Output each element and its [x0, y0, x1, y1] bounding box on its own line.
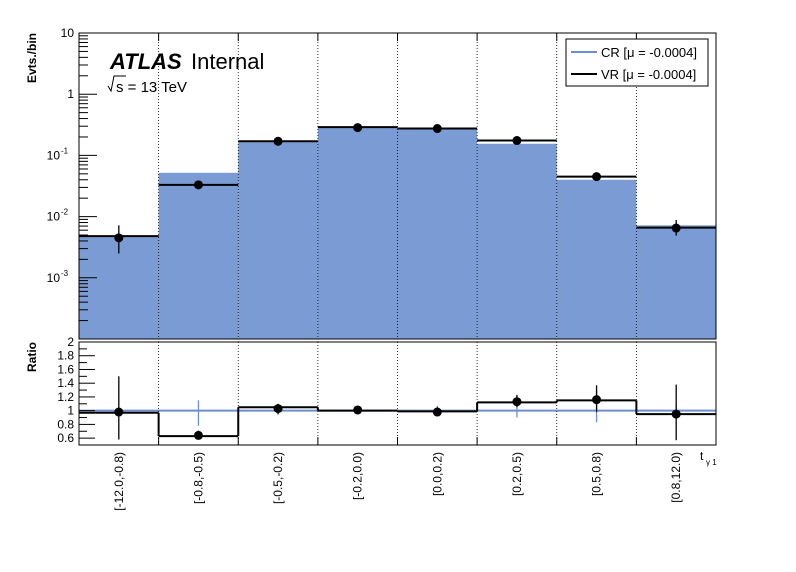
ratio-y-tick-label: 1.4	[57, 376, 74, 390]
y-tick-label: 10	[47, 148, 61, 162]
vr-point	[273, 136, 283, 146]
legend: CR [μ = -0.0004] VR [μ = -0.0004]	[565, 38, 709, 87]
cr-bar	[636, 225, 716, 339]
legend-vr-label: VR [μ = -0.0004]	[601, 67, 696, 82]
vr-point	[193, 180, 203, 190]
ratio-y-tick-label: 1.8	[57, 349, 74, 363]
cr-bar	[317, 127, 398, 339]
vr-ratio-point	[512, 397, 522, 407]
ratio-y-tick-label: 1.2	[57, 390, 74, 404]
cr-bar	[397, 127, 478, 339]
x-axis-label: t	[700, 449, 704, 463]
vr-point	[671, 223, 681, 233]
ratio-panel: 0.60.811.21.41.61.82 [-12.0,-0.8) [-0.8,-0…	[57, 335, 717, 511]
x-category-label: [0.2,0.5)	[510, 452, 524, 496]
y-tick-label: 10	[47, 271, 61, 285]
atlas-energy: s = 13 TeV	[116, 79, 187, 96]
y-tick-exponent: -2	[61, 208, 69, 217]
vr-ratio-point	[193, 430, 203, 440]
vr-ratio-point	[671, 409, 681, 419]
ratio-y-tick-label: 0.6	[57, 431, 74, 445]
x-category-label: [0.8,12.0)	[669, 452, 683, 503]
x-category-label: [0.5,0.8)	[590, 452, 604, 496]
vr-ratio-point	[592, 395, 602, 405]
x-category-label: [0.0,0.2)	[430, 452, 444, 496]
y-tick-exponent: -3	[61, 269, 69, 278]
x-category-label: [-0.8,-0.5)	[191, 452, 205, 504]
legend-box	[565, 38, 709, 87]
x-category-label: [-0.5,-0.2)	[271, 452, 285, 504]
y-tick-exponent: -1	[61, 146, 69, 155]
vr-point	[432, 124, 442, 134]
atlas-brand: ATLAS	[109, 49, 182, 74]
ratio-y-tick-label: 1	[67, 404, 74, 418]
vr-ratio-point	[353, 405, 363, 415]
y-tick-label: 1	[67, 87, 74, 101]
axis-labels: Evts./bin Ratio t γ 1	[25, 33, 717, 467]
vr-ratio-point	[114, 407, 124, 417]
cr-bar	[158, 172, 239, 339]
atlas-label: ATLAS Internal s = 13 TeV	[107, 49, 264, 96]
x-axis-label-sub: γ 1	[706, 458, 717, 467]
cr-bar	[238, 142, 318, 339]
y-tick-label: 10	[61, 26, 75, 40]
ratio-y-tick-label: 0.8	[57, 417, 74, 431]
vr-point	[512, 136, 522, 146]
cr-bar	[477, 143, 557, 339]
vr-ratio-point	[432, 407, 442, 417]
ratio-y-tick-label: 2	[67, 335, 74, 349]
x-category-label: [-0.2,0.0)	[351, 452, 365, 500]
vr-point	[114, 233, 124, 243]
ratio-ylabel: Ratio	[25, 342, 39, 372]
legend-cr-label: CR [μ = -0.0004]	[601, 45, 697, 60]
top-ylabel: Evts./bin	[25, 33, 39, 83]
sqrt-icon	[107, 75, 126, 93]
x-category-label: [-12.0,-0.8)	[112, 452, 126, 511]
y-tick-label: 10	[47, 210, 61, 224]
vr-point	[353, 123, 363, 133]
cr-bar	[556, 179, 637, 339]
ratio-y-tick-label: 1.6	[57, 362, 74, 376]
vr-point	[592, 172, 602, 182]
atlas-tag: Internal	[191, 49, 264, 74]
vr-ratio-point	[273, 404, 283, 414]
